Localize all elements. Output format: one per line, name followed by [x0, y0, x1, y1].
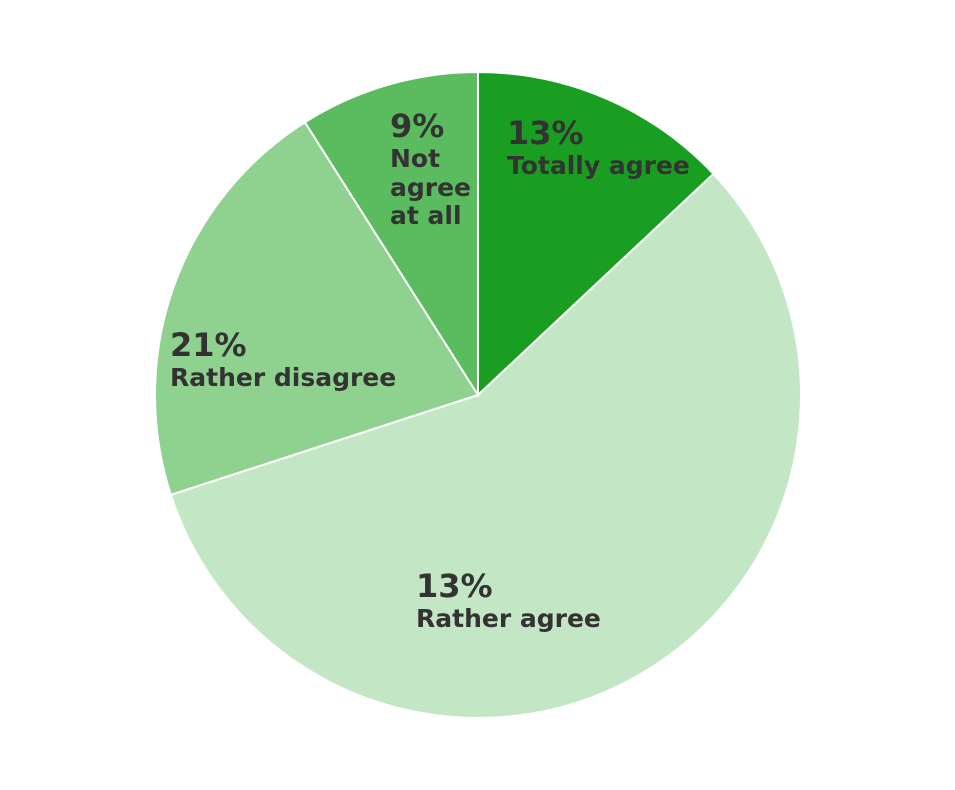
slice-label: 9% Not agree at all [390, 108, 475, 231]
pie-slice [477, 70, 715, 398]
category-label: Rather disagree [170, 362, 397, 392]
value-label: 9% [390, 107, 445, 145]
slice-label: 13% Totally agree [507, 115, 707, 181]
slice-label: 21% Rather disagree [170, 327, 430, 393]
category-label: Not agree at all [390, 143, 472, 231]
pie-slice [303, 70, 479, 399]
category-label: Totally agree [507, 150, 690, 180]
value-label: 13% [416, 567, 493, 605]
value-label: 21% [170, 326, 247, 364]
pie-slice [169, 172, 802, 719]
pie-slice [154, 120, 480, 497]
slice-label: 13% Rather agree [416, 568, 676, 634]
category-label: Rather agree [416, 603, 601, 633]
value-label: 13% [507, 114, 584, 152]
